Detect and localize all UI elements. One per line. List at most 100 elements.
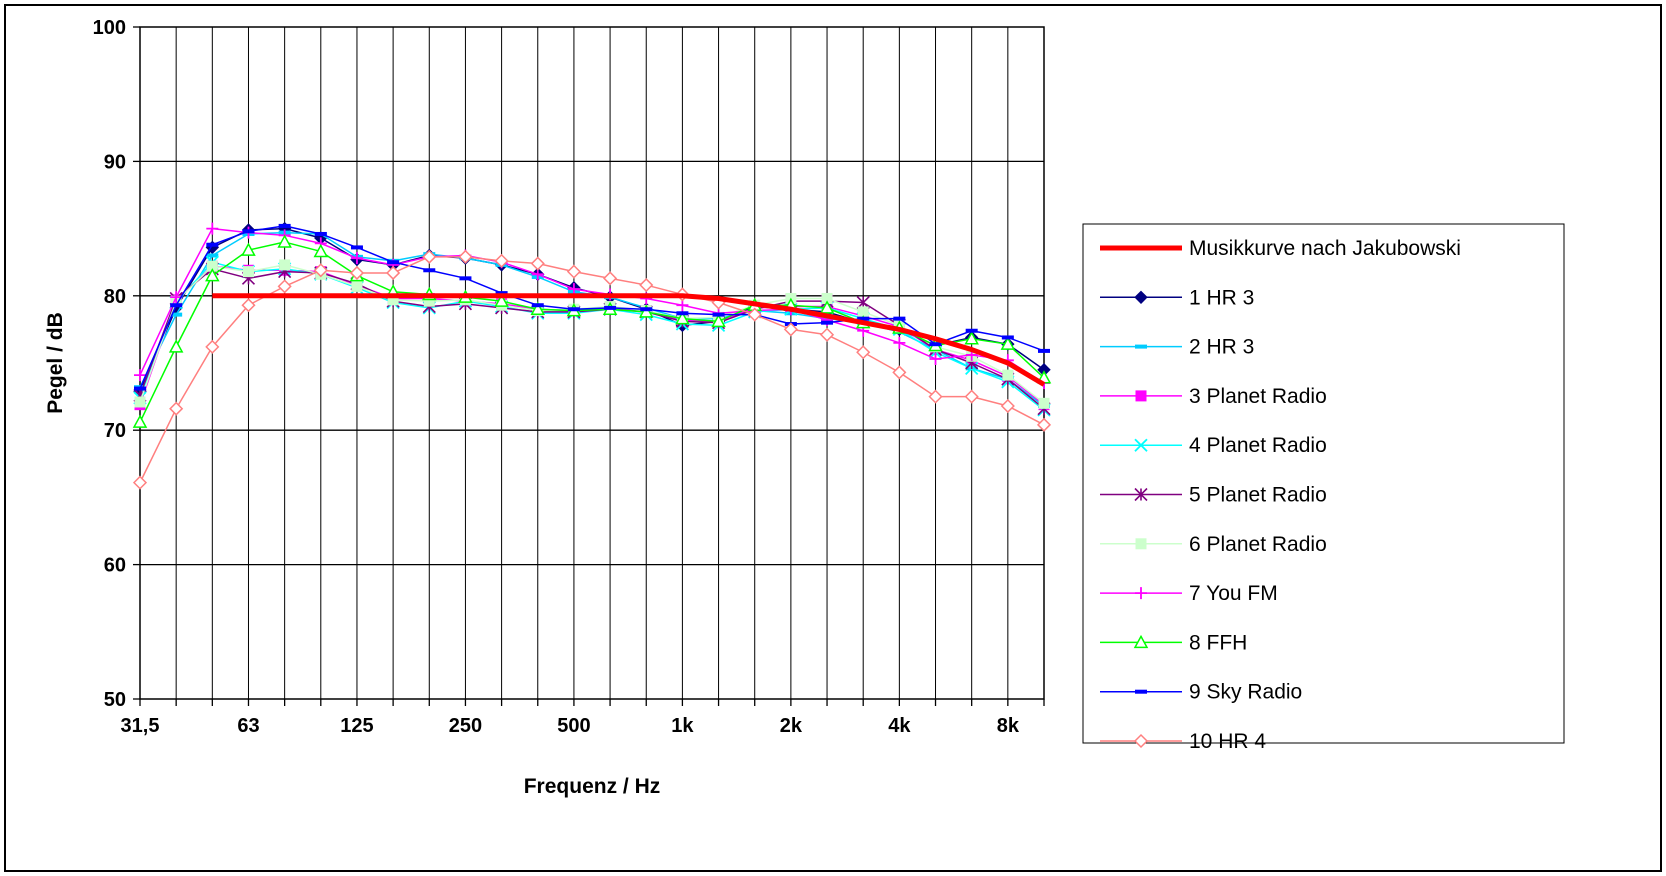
y-axis-title: Pegel / dB xyxy=(44,312,67,414)
data-point xyxy=(1135,344,1147,349)
data-point xyxy=(928,389,943,404)
data-point xyxy=(1135,689,1147,694)
data-point xyxy=(857,316,870,321)
data-point xyxy=(1001,335,1014,340)
x-tick-label: 4k xyxy=(888,715,911,737)
x-axis-title: Frequenz / Hz xyxy=(524,775,661,798)
legend-label: 4 Planet Radio xyxy=(1189,434,1327,457)
data-point xyxy=(205,268,220,282)
legend-entry: Musikkurve nach Jakubowski xyxy=(1100,237,1461,260)
data-point xyxy=(387,260,400,265)
data-point xyxy=(638,304,654,318)
data-point xyxy=(892,365,907,380)
y-tick-label: 90 xyxy=(104,151,126,173)
x-tick-label: 1k xyxy=(671,715,694,737)
legend-label: 10 HR 4 xyxy=(1189,730,1266,753)
series-reference xyxy=(212,293,1046,387)
data-point xyxy=(313,243,329,258)
data-point xyxy=(603,271,618,286)
data-point xyxy=(747,307,762,322)
data-point xyxy=(134,369,146,382)
data-point xyxy=(494,253,509,268)
series-line xyxy=(139,227,1045,384)
data-point xyxy=(350,252,363,265)
data-point xyxy=(242,229,255,234)
data-point xyxy=(604,305,617,310)
data-point xyxy=(712,312,725,317)
data-point xyxy=(783,322,798,337)
data-point xyxy=(639,277,654,293)
y-tick-label: 60 xyxy=(104,555,126,577)
data-point xyxy=(1036,417,1052,432)
data-point xyxy=(566,264,581,279)
data-point xyxy=(1000,398,1015,414)
data-point xyxy=(567,283,580,296)
data-point xyxy=(1000,336,1016,350)
data-point xyxy=(530,256,545,271)
data-point xyxy=(530,301,546,315)
legend-entry: 10 HR 4 xyxy=(1100,730,1266,753)
legend-label: 6 Planet Radio xyxy=(1189,533,1327,556)
data-point xyxy=(1135,390,1147,402)
legend-label: 1 HR 3 xyxy=(1189,286,1254,309)
data-point xyxy=(929,342,942,347)
data-point xyxy=(349,265,365,281)
data-point xyxy=(1133,634,1149,649)
legend-label: 8 FFH xyxy=(1189,631,1247,654)
x-tick-label: 31,5 xyxy=(121,715,160,737)
legend-entry: 3 Planet Radio xyxy=(1100,385,1327,408)
legend-entry: 6 Planet Radio xyxy=(1100,533,1327,556)
data-point xyxy=(1135,587,1147,600)
data-point xyxy=(422,249,437,264)
data-point xyxy=(495,291,508,296)
data-point xyxy=(711,313,726,328)
x-tick-label: 63 xyxy=(237,715,259,737)
data-point xyxy=(640,307,653,312)
data-point xyxy=(386,265,401,281)
plot-area xyxy=(139,26,1045,700)
series-line xyxy=(139,225,1045,389)
legend-label: 2 HR 3 xyxy=(1189,336,1254,359)
data-point xyxy=(1135,538,1147,550)
y-tick-label: 70 xyxy=(104,420,126,442)
legend-label: 5 Planet Radio xyxy=(1189,484,1327,507)
data-point xyxy=(893,336,906,349)
legend-entry: 1 HR 3 xyxy=(1100,286,1254,309)
data-point xyxy=(277,279,292,294)
data-point xyxy=(965,328,978,333)
data-point xyxy=(1134,438,1148,452)
series-10 xyxy=(132,249,1052,490)
series-line xyxy=(212,293,1046,387)
data-point xyxy=(277,234,292,248)
series-layer xyxy=(132,221,1052,490)
data-point xyxy=(1002,369,1014,381)
legend: Musikkurve nach Jakubowski 1 HR 3 2 HR 3 3 … xyxy=(1082,223,1565,753)
x-tick-label: 500 xyxy=(557,715,590,737)
data-point xyxy=(132,414,148,428)
data-point xyxy=(819,327,835,342)
x-tick-label: 8k xyxy=(997,715,1020,737)
data-point xyxy=(170,312,183,317)
data-point xyxy=(206,222,219,235)
data-point xyxy=(423,268,436,273)
y-tick-label: 50 xyxy=(104,689,126,711)
data-point xyxy=(206,242,219,247)
x-tick-label: 2k xyxy=(780,715,803,737)
legend-label: Musikkurve nach Jakubowski xyxy=(1189,237,1461,260)
data-point xyxy=(1038,348,1050,353)
legend-entry: 5 Planet Radio xyxy=(1100,484,1327,507)
data-point xyxy=(929,352,942,365)
data-point xyxy=(314,231,327,236)
data-point xyxy=(964,389,979,404)
data-point xyxy=(350,245,363,250)
data-point xyxy=(531,303,544,308)
x-tick-label: 250 xyxy=(449,715,482,737)
data-point xyxy=(241,242,256,256)
data-point xyxy=(893,316,906,321)
data-point xyxy=(278,223,291,228)
data-point xyxy=(1038,397,1050,409)
data-point xyxy=(132,475,148,490)
data-point xyxy=(819,300,835,314)
data-point xyxy=(459,276,472,281)
legend-entry: 7 You FM xyxy=(1100,582,1278,605)
